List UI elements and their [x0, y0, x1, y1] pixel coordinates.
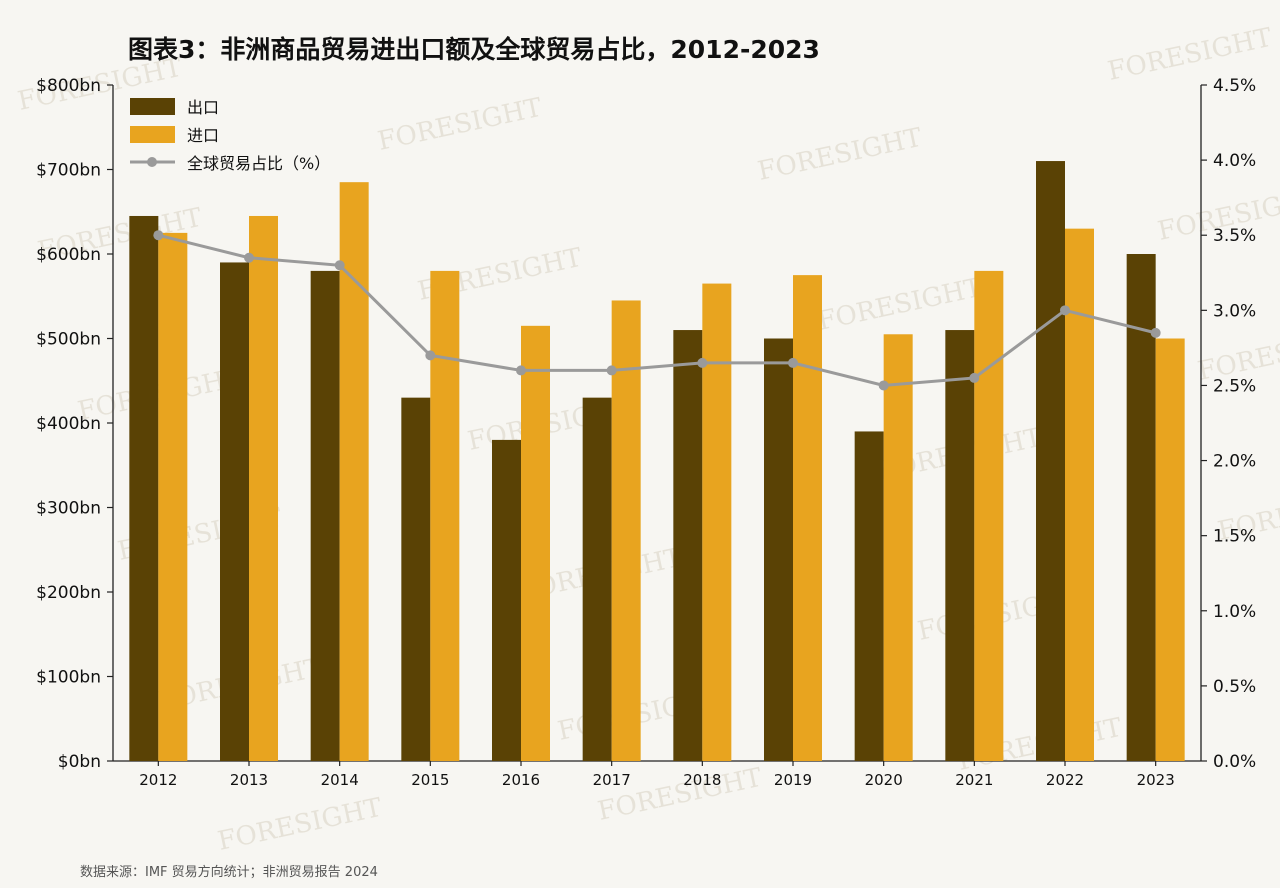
export-bar [1126, 254, 1156, 761]
export-bar [582, 397, 612, 761]
source-note: 数据来源：IMF 贸易方向统计；非洲贸易报告 2024 [80, 864, 378, 880]
import-bar [1155, 338, 1185, 761]
x-tick-label: 2022 [1046, 771, 1084, 789]
share-point [244, 252, 254, 263]
x-tick-label: 2017 [593, 771, 631, 789]
x-tick-label: 2015 [411, 771, 449, 789]
x-tick-label: 2016 [502, 771, 540, 789]
right-y-tick-label: 4.5% [1213, 76, 1256, 96]
legend-label-share: 全球贸易占比（%） [187, 154, 330, 173]
export-bar [310, 270, 340, 761]
share-point [425, 350, 436, 361]
x-tick-label: 2019 [774, 771, 812, 789]
export-bar [1036, 161, 1065, 762]
left-y-tick-label: $200bn [36, 583, 101, 603]
import-bar [974, 270, 1004, 761]
right-y-tick-label: 3.0% [1213, 301, 1256, 321]
share-point [516, 365, 526, 376]
x-tick-label: 2013 [230, 771, 268, 789]
right-y-tick-label: 2.5% [1213, 376, 1256, 396]
x-tick-label: 2020 [865, 771, 903, 789]
right-y-tick-label: 1.0% [1213, 602, 1256, 622]
left-y-tick-label: $0bn [58, 752, 101, 772]
left-y-tick-label: $400bn [36, 414, 101, 434]
legend-label-export: 出口 [187, 98, 219, 117]
right-y-tick-label: 3.5% [1213, 226, 1256, 246]
legend-swatch-share-point [147, 157, 157, 167]
chart-title: 图表3：非洲商品贸易进出口额及全球贸易占比，2012-2023 [128, 35, 820, 64]
import-bar [702, 283, 732, 761]
share-line [157, 233, 1157, 387]
share-point [878, 380, 889, 391]
right-y-tick-label: 0.0% [1213, 752, 1256, 772]
share-point [788, 357, 798, 368]
import-bar [430, 270, 460, 761]
share-point [969, 372, 980, 383]
x-tick-label: 2012 [139, 771, 177, 789]
export-bar [220, 262, 249, 761]
right-y-tick-label: 4.0% [1213, 151, 1256, 171]
x-tick-label: 2021 [955, 771, 993, 789]
left-y-tick-label: $600bn [36, 245, 101, 265]
x-tick-label: 2014 [321, 771, 359, 789]
import-bar [611, 300, 641, 761]
left-y-tick-label: $100bn [36, 668, 101, 688]
legend-swatch-export [130, 98, 175, 115]
share-point [606, 365, 617, 376]
share-line-layer [153, 230, 1161, 391]
x-tick-label: 2023 [1137, 771, 1175, 789]
import-bar [158, 232, 188, 761]
left-y-tick-label: $300bn [36, 499, 101, 519]
right-y-tick-label: 0.5% [1213, 677, 1256, 697]
left-y-tick-label: $700bn [36, 161, 101, 181]
export-bar [401, 397, 431, 761]
export-bar [945, 330, 975, 761]
x-tick-label: 2018 [683, 771, 721, 789]
bars-layer [129, 161, 1185, 762]
share-point [1060, 305, 1070, 316]
share-point [334, 260, 345, 271]
share-point [1150, 327, 1161, 338]
import-bar [793, 275, 822, 761]
share-point [153, 230, 164, 241]
export-bar [764, 338, 793, 761]
share-point [697, 357, 708, 368]
right-y-tick-label: 1.5% [1213, 527, 1256, 547]
export-bar [854, 431, 884, 761]
chart-axes: $0bn $100bn $200bn $300bn $400bn $500bn $600bn… [36, 76, 1256, 789]
left-y-tick-label: $800bn [36, 76, 101, 96]
right-y-tick-label: 2.0% [1213, 452, 1256, 472]
legend-swatch-import [130, 126, 175, 143]
export-bar [673, 330, 703, 761]
export-bar [129, 215, 159, 762]
import-bar [521, 325, 550, 761]
export-bar [492, 439, 521, 761]
legend-label-import: 进口 [187, 126, 219, 145]
import-bar [883, 334, 913, 761]
left-y-tick-label: $500bn [36, 330, 101, 350]
import-bar [249, 215, 278, 762]
